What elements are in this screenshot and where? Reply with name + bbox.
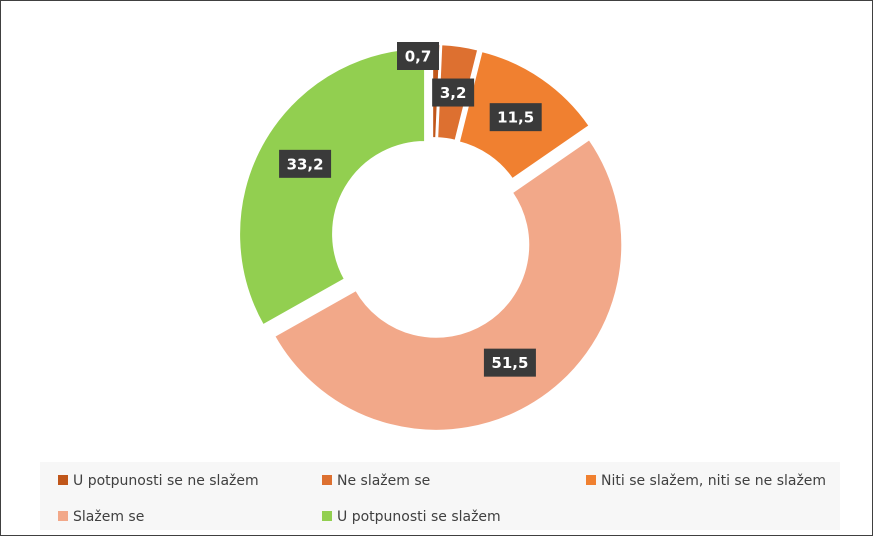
data-label-box bbox=[489, 103, 542, 132]
legend-label: Ne slažem se bbox=[337, 473, 430, 489]
data-label-box bbox=[397, 42, 439, 70]
legend-label: Slažem se bbox=[73, 509, 144, 525]
donut-slice bbox=[238, 46, 427, 327]
legend-label: U potpunosti se slažem bbox=[337, 509, 501, 525]
legend-swatch bbox=[58, 475, 68, 485]
data-label: 33,2 bbox=[287, 155, 324, 173]
legend-label: U potpunosti se ne slažem bbox=[73, 473, 259, 489]
data-label: 11,5 bbox=[497, 109, 534, 127]
data-label: 3,2 bbox=[440, 84, 467, 102]
data-label-box bbox=[432, 78, 475, 107]
legend-swatch bbox=[586, 475, 596, 485]
legend-swatch bbox=[322, 475, 332, 485]
legend-background bbox=[40, 462, 840, 530]
data-label-box bbox=[483, 348, 536, 377]
legend-swatch bbox=[58, 511, 68, 521]
legend-swatch bbox=[322, 511, 332, 521]
data-label-box bbox=[279, 149, 332, 178]
data-label: 51,5 bbox=[491, 354, 528, 372]
data-label: 0,7 bbox=[405, 48, 432, 66]
legend-label: Niti se slažem, niti se ne slažem bbox=[601, 473, 826, 489]
